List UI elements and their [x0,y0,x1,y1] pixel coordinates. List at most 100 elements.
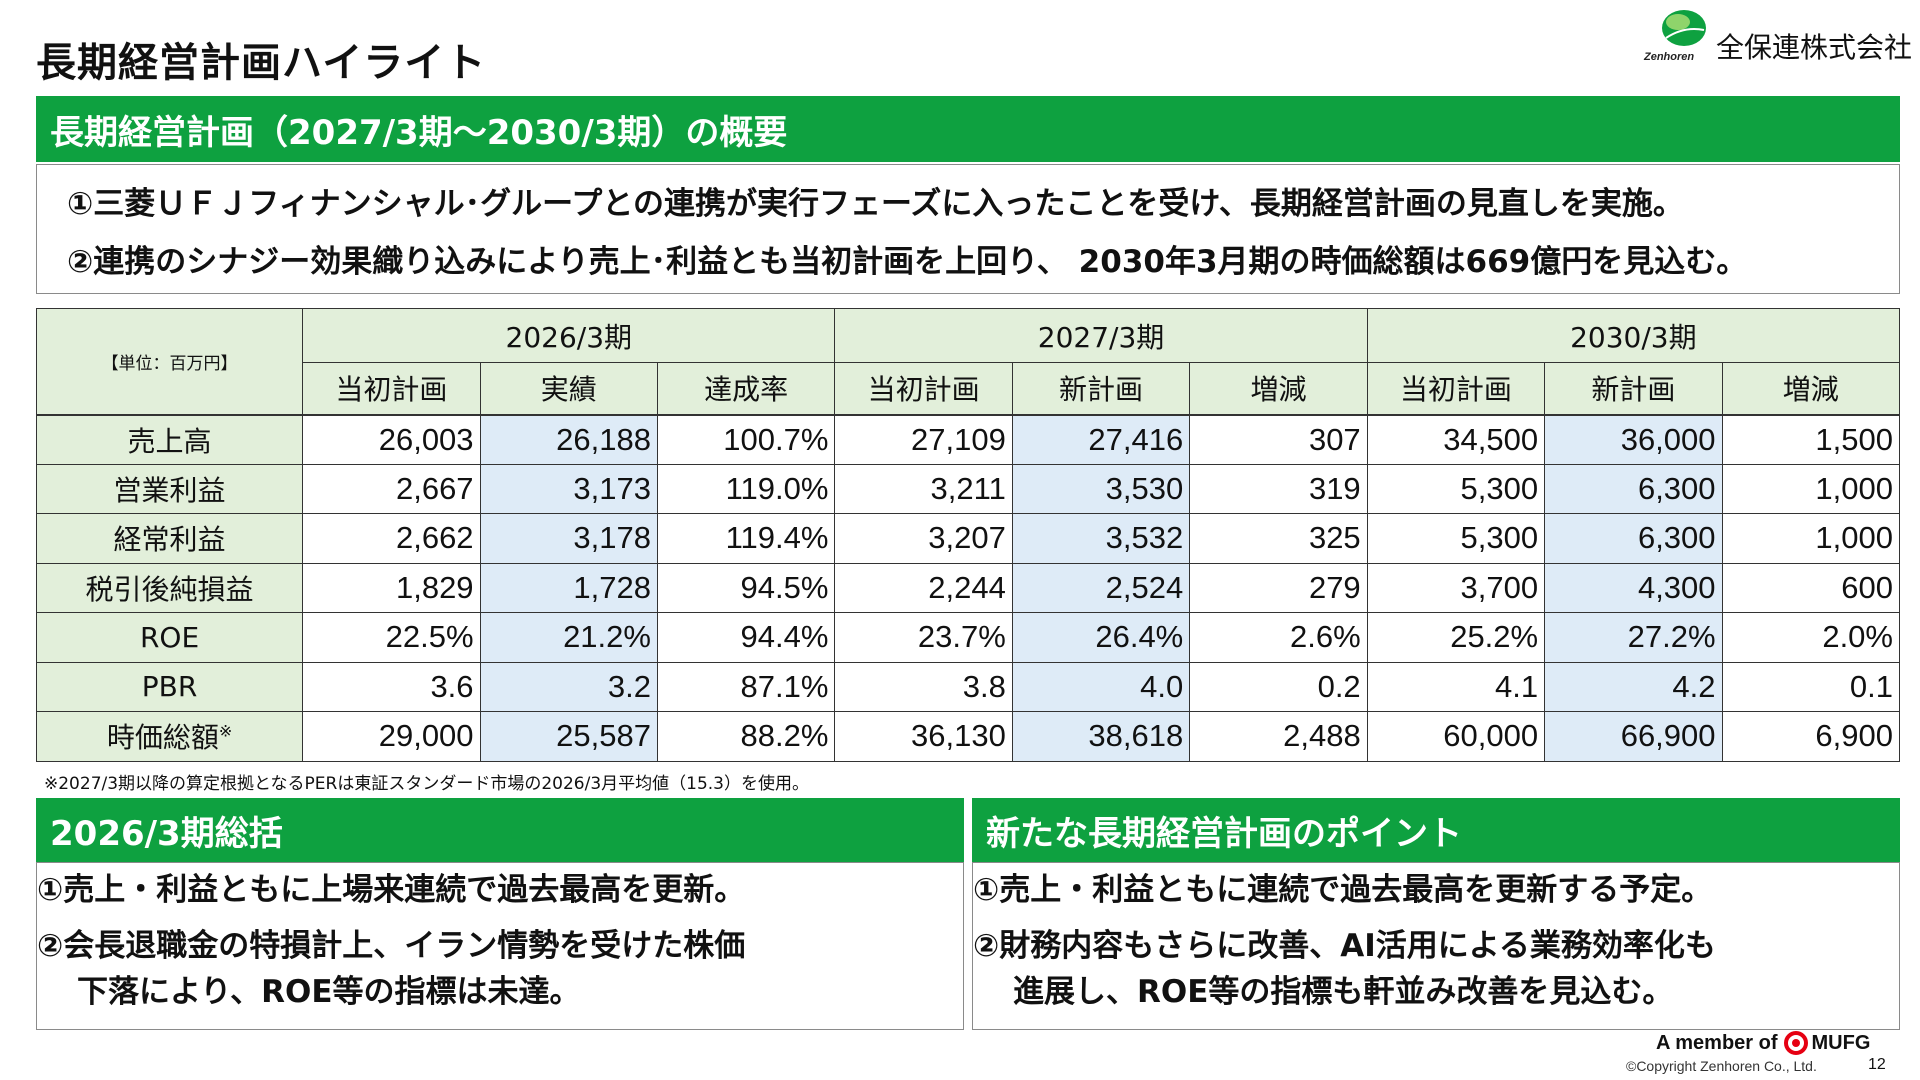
table-cell: 34,500 [1366,414,1546,465]
table-cell: 2,488 [1189,711,1368,762]
table-cell: 27,416 [1011,414,1191,465]
table-cell: 66,900 [1544,711,1723,762]
new-plan-box: ①売上・利益ともに連続で過去最高を更新する予定。 ②財務内容もさらに改善、AI活… [972,862,1900,1030]
table-cell: 25.2% [1366,612,1546,663]
row-label-text: 時価総額 [106,721,219,755]
overview-line-1: ①三菱ＵＦＪフィナンシャル･グループとの連携が実行フェーズに入ったことを受け、長… [67,186,1684,222]
table-cell: 88.2% [656,711,836,762]
company-name: 全保連株式会社 [1716,31,1913,64]
table-cell: 3,530 [1011,463,1191,514]
zenhoren-logo-icon [1658,8,1708,50]
summary-point-2-cont: 下落により、ROE等の指標は未達。 [77,974,581,1010]
summary-2026-heading: 2026/3期総括 [36,798,964,862]
table-cell: 29,000 [302,711,481,762]
table-cell: 3,700 [1366,562,1546,613]
column-header: 達成率 [656,362,836,415]
table-cell: 3,178 [479,513,658,564]
table-cell: 119.0% [656,463,836,514]
company-logo: Zenhoren 全保連株式会社 [1644,8,1914,64]
mufg-text: MUFG [1811,1031,1871,1054]
period-header: 2030/3期 [1366,308,1901,363]
kpi-table: 【単位：百万円】 2026/3期 2027/3期 2030/3期 当初計画 実績達… [35,308,1901,762]
row-label-text: 売上高 [127,424,212,458]
table-cell: 2,524 [1011,562,1191,613]
column-header: 新計画 [1544,362,1723,415]
table-cell: 600 [1721,562,1901,613]
table-cell: 1,728 [479,562,658,613]
table-cell: 3.6 [302,661,481,712]
column-header: 増減 [1721,362,1901,415]
table-cell: 36,130 [834,711,1013,762]
summary-point-1: ①売上・利益ともに上場来連続で過去最高を更新。 [37,872,746,908]
table-row: 時価総額※ 29,000 25,587 88.2% 36,130 38,618 2,488 6… [35,711,1901,762]
table-cell: 3,173 [479,463,658,514]
column-header: 当初計画 [834,362,1013,415]
column-header: 増減 [1189,362,1368,415]
table-cell: 1,000 [1721,463,1901,514]
table-cell: 100.7% [656,414,836,465]
table-cell: 26,003 [302,414,481,465]
row-label-text: PBR [141,670,198,704]
table-cell: 3.2 [479,661,658,712]
table-cell: 2.0% [1721,612,1901,663]
plan-point-1: ①売上・利益ともに連続で過去最高を更新する予定。 [973,872,1713,908]
page-title: 長期経営計画ハイライト [36,40,487,86]
row-label: 経常利益 [35,513,304,564]
table-cell: 4.1 [1366,661,1546,712]
table-cell: 23.7% [834,612,1013,663]
row-label: 売上高 [35,414,304,465]
plan-point-2: ②財務内容もさらに改善、AI活用による業務効率化も [973,928,1716,964]
table-row: 経常利益 2,662 3,178 119.4% 3,207 3,532 325 5,300 6,… [35,513,1901,564]
table-cell: 94.5% [656,562,836,613]
table-cell: 1,500 [1721,414,1901,465]
table-cell: 60,000 [1366,711,1546,762]
row-label-text: 営業利益 [113,473,226,507]
row-label-text: 税引後純損益 [85,572,254,606]
table-cell: 0.2 [1189,661,1368,712]
table-cell: 5,300 [1366,513,1546,564]
logo-english-name: Zenhoren [1644,51,1695,63]
table-row: PBR 3.6 3.2 87.1% 3.8 4.0 0.2 4.1 4.2 0.1 [35,661,1901,712]
table-cell: 6,900 [1721,711,1901,762]
overview-heading: 長期経営計画（2027/3期～2030/3期）の概要 [36,96,1900,162]
table-cell: 279 [1189,562,1368,613]
table-cell: 119.4% [656,513,836,564]
table-cell: 3,532 [1011,513,1191,564]
table-cell: 22.5% [302,612,481,663]
table-cell: 1,000 [1721,513,1901,564]
table-row: 売上高 26,003 26,188 100.7% 27,109 27,416 307 34,5… [35,414,1901,465]
table-cell: 26,188 [479,414,658,465]
mufg-logo-icon [1783,1031,1808,1055]
plan-point-2-cont: 進展し、ROE等の指標も軒並み改善を見込む。 [1013,974,1674,1010]
table-cell: 2,244 [834,562,1013,613]
column-header: 実績 [479,362,658,415]
copyright: ©Copyright Zenhoren Co., Ltd. [1626,1058,1817,1074]
table-cell: 38,618 [1011,711,1191,762]
table-cell: 27.2% [1544,612,1723,663]
table-cell: 2.6% [1189,612,1368,663]
table-cell: 26.4% [1011,612,1191,663]
period-header: 2026/3期 [302,308,836,363]
summary-point-2: ②会長退職金の特損計上、イラン情勢を受けた株価 [37,928,746,964]
column-header: 新計画 [1011,362,1191,415]
table-cell: 0.1 [1721,661,1901,712]
table-cell: 21.2% [479,612,658,663]
overview-line-2: ②連携のシナジー効果織り込みにより売上･利益とも当初計画を上回り、 2030年3… [67,244,1748,280]
table-cell: 3,211 [834,463,1013,514]
table-cell: 2,662 [302,513,481,564]
row-label-text: 経常利益 [113,523,226,557]
row-label: 税引後純損益 [35,562,304,613]
overview-box: ①三菱ＵＦＪフィナンシャル･グループとの連携が実行フェーズに入ったことを受け、長… [36,164,1900,294]
table-row: 営業利益 2,667 3,173 119.0% 3,211 3,530 319 5,300 6,… [35,463,1901,514]
row-label: 時価総額※ [35,711,304,762]
table-footnote: ※2027/3期以降の算定根拠となるPERは東証スタンダード市場の2026/3月… [44,774,810,794]
table-cell: 6,300 [1544,513,1723,564]
table-cell: 1,829 [302,562,481,613]
period-header: 2027/3期 [834,308,1368,363]
table-cell: 4.2 [1544,661,1723,712]
mufg-member-badge: A member of MUFG [1656,1031,1870,1055]
table-cell: 307 [1189,414,1368,465]
table-cell: 6,300 [1544,463,1723,514]
footnote-marker: ※ [218,721,233,741]
table-cell: 36,000 [1544,414,1723,465]
